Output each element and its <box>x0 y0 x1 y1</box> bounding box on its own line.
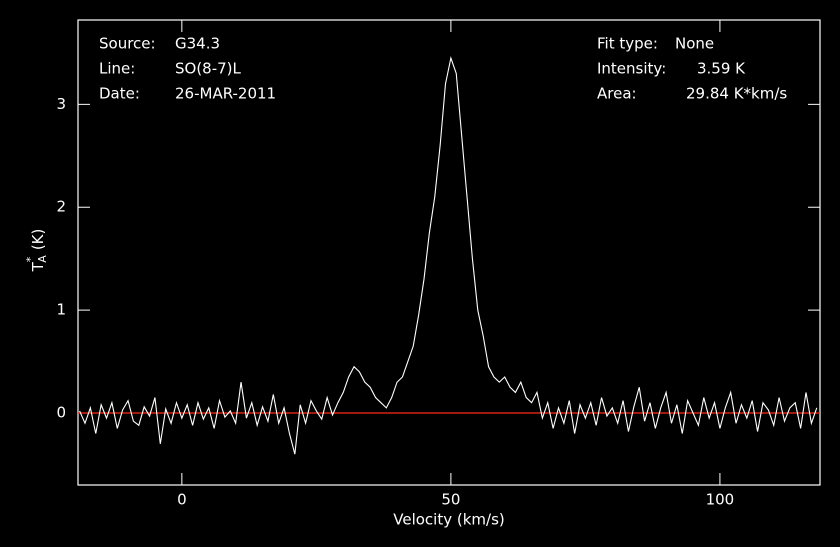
info-label: Area: <box>597 85 637 103</box>
x-axis-label: Velocity (km/s) <box>393 511 504 529</box>
x-tick-label: 0 <box>177 491 187 509</box>
info-label: Date: <box>99 85 140 103</box>
info-label: Intensity: <box>597 60 666 78</box>
spectrum-line <box>79 56 818 455</box>
y-tick-label: 2 <box>56 198 66 216</box>
info-label: Line: <box>99 60 135 78</box>
y-label-sub: A <box>36 255 49 263</box>
info-label: Source: <box>99 35 156 53</box>
y-tick-label: 0 <box>56 403 66 421</box>
x-tick-label: 100 <box>706 491 735 509</box>
info-value: 3.59 K <box>697 60 746 78</box>
x-tick-label: 50 <box>441 491 460 509</box>
y-label-sup: * <box>24 256 37 262</box>
plot-frame <box>77 19 821 486</box>
info-value: None <box>675 35 714 53</box>
info-value: SO(8-7)L <box>175 60 242 78</box>
y-label-unit: (K) <box>29 229 47 251</box>
info-value: 26-MAR-2011 <box>175 85 276 103</box>
info-label: Fit type: <box>597 35 658 53</box>
info-value: G34.3 <box>175 35 220 53</box>
info-value: 29.84 K*km/s <box>686 85 787 103</box>
y-tick-label: 3 <box>56 95 66 113</box>
y-axis-label: T*A (K) <box>24 229 49 273</box>
y-label-base: T <box>29 261 47 272</box>
y-tick-label: 1 <box>56 301 66 319</box>
